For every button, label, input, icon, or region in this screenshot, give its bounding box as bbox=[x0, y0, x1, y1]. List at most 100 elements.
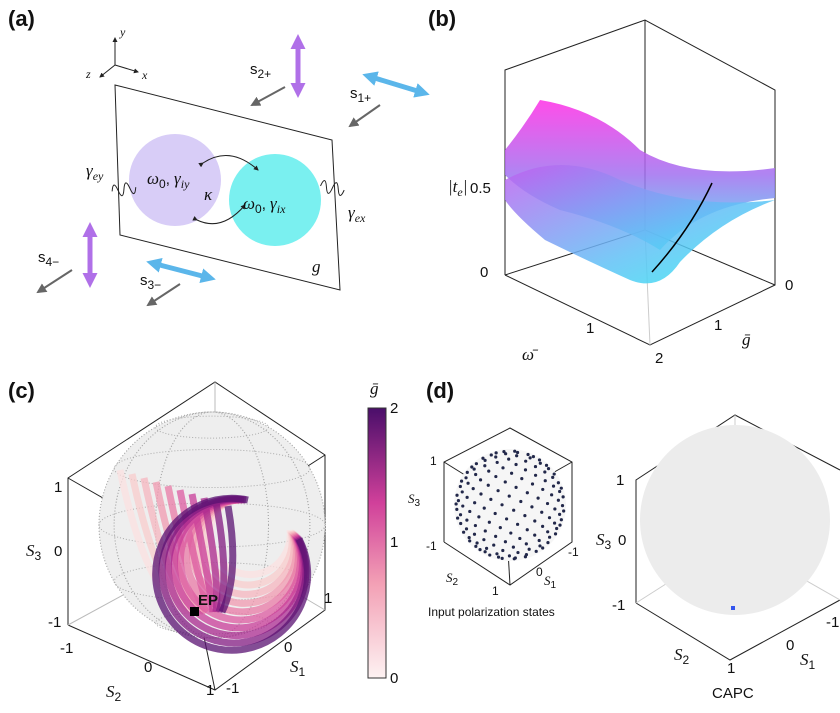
panel-label: (b) bbox=[428, 6, 456, 31]
state-dot bbox=[561, 495, 565, 499]
mode-label: ω0, γix bbox=[243, 194, 286, 216]
state-dot bbox=[503, 540, 508, 544]
resonator-x bbox=[229, 154, 321, 246]
state-dot bbox=[483, 529, 487, 533]
state-dot bbox=[518, 536, 522, 541]
state-dot bbox=[509, 531, 513, 535]
port-label: s3− bbox=[140, 272, 161, 292]
state-dot bbox=[454, 502, 458, 506]
state-dot bbox=[507, 494, 511, 498]
spring bbox=[111, 182, 137, 197]
state-dot bbox=[492, 543, 496, 547]
g-label: g bbox=[312, 257, 321, 276]
port-label: s4− bbox=[38, 249, 59, 269]
axis-label: S3 bbox=[408, 491, 421, 509]
state-dot bbox=[459, 521, 463, 526]
state-dot bbox=[525, 528, 529, 532]
state-dot bbox=[562, 509, 566, 513]
panel-b: (b) |te| 0 0.5 ω̄ 1 ḡ 0 1 2 bbox=[428, 6, 793, 367]
state-dot bbox=[544, 463, 549, 467]
state-dot bbox=[546, 540, 550, 545]
state-dot bbox=[472, 532, 477, 536]
loss-label: γey bbox=[86, 161, 104, 183]
state-dot bbox=[498, 526, 502, 530]
tick-label: 0 bbox=[144, 659, 152, 676]
state-dot bbox=[495, 460, 499, 465]
tick-label: 1 bbox=[54, 479, 62, 496]
trajectories bbox=[116, 469, 312, 654]
mode-label: ω0, γiy bbox=[147, 169, 190, 191]
tick-label: 1 bbox=[586, 320, 594, 337]
tick-label: 0 bbox=[536, 565, 543, 579]
state-dot bbox=[552, 472, 556, 476]
state-dot bbox=[523, 555, 528, 559]
panel-label: (c) bbox=[8, 378, 35, 403]
state-dot bbox=[482, 538, 486, 542]
state-dot bbox=[505, 517, 509, 521]
state-dot bbox=[560, 504, 565, 508]
state-dot bbox=[504, 452, 508, 456]
colorbar bbox=[367, 407, 387, 679]
state-dot bbox=[484, 546, 489, 551]
state-dot bbox=[474, 472, 478, 477]
state-dot bbox=[511, 545, 515, 549]
state-dot bbox=[526, 452, 530, 457]
panel-label: (d) bbox=[426, 378, 454, 403]
state-dot bbox=[520, 477, 524, 481]
state-dot bbox=[547, 535, 552, 539]
tick-label: 0 bbox=[786, 637, 794, 654]
caption: CAPC bbox=[712, 685, 754, 702]
panel-a: (a) y x z ω0, γiy ω0, γix κ g γey γex s2… bbox=[8, 6, 430, 307]
sphere-large bbox=[640, 425, 830, 615]
state-dot bbox=[471, 486, 475, 491]
state-dot bbox=[543, 479, 547, 483]
state-dot bbox=[558, 523, 562, 527]
tick-label: 1 bbox=[324, 590, 332, 607]
state-dot bbox=[533, 533, 537, 537]
state-dot bbox=[546, 530, 550, 534]
coord-axes bbox=[99, 37, 139, 78]
panel-d: (d) S3 1 -1 S2 1 S1 0 -1 Input polarizat… bbox=[408, 378, 840, 702]
state-dot bbox=[515, 450, 520, 455]
state-dot bbox=[514, 462, 518, 467]
state-dot bbox=[556, 481, 560, 485]
state-dot bbox=[501, 466, 505, 470]
spring bbox=[320, 180, 345, 197]
state-dot bbox=[507, 457, 511, 461]
state-dot bbox=[515, 522, 520, 526]
state-dot bbox=[530, 482, 535, 486]
state-dot bbox=[512, 557, 516, 561]
state-dot bbox=[465, 495, 469, 499]
state-dot bbox=[558, 489, 562, 494]
state-dot bbox=[455, 493, 459, 497]
state-dot bbox=[494, 534, 498, 538]
axis-label: S2 bbox=[446, 570, 459, 588]
axis-label: S1 bbox=[544, 573, 557, 591]
state-dot bbox=[496, 489, 500, 493]
state-dot bbox=[455, 507, 459, 511]
tick-label: -1 bbox=[226, 680, 239, 697]
state-dot bbox=[486, 483, 490, 487]
kappa: κ bbox=[204, 185, 213, 204]
state-dot bbox=[545, 501, 550, 506]
state-dot bbox=[533, 519, 537, 523]
state-dot bbox=[531, 455, 536, 459]
state-dot bbox=[494, 451, 498, 455]
state-dot bbox=[500, 556, 504, 560]
state-dot bbox=[501, 548, 505, 553]
coupling-arrow bbox=[198, 154, 259, 171]
state-dot bbox=[538, 461, 542, 465]
state-dot bbox=[462, 530, 466, 534]
panel-c: (c) EP ḡ 0 1 2 S3 1 0 -1 S2 -1 0 1 S1 1 … bbox=[8, 378, 398, 704]
state-dot bbox=[519, 499, 523, 504]
state-dot bbox=[533, 464, 538, 469]
state-dot bbox=[507, 554, 511, 558]
tick-label: 0 bbox=[480, 264, 488, 281]
state-dot bbox=[555, 526, 559, 531]
state-dot bbox=[467, 536, 471, 540]
state-dot bbox=[465, 470, 469, 474]
axis-label: x bbox=[141, 68, 148, 82]
state-dot bbox=[515, 454, 519, 458]
ep-label: EP bbox=[198, 592, 218, 609]
state-dot bbox=[456, 516, 460, 520]
